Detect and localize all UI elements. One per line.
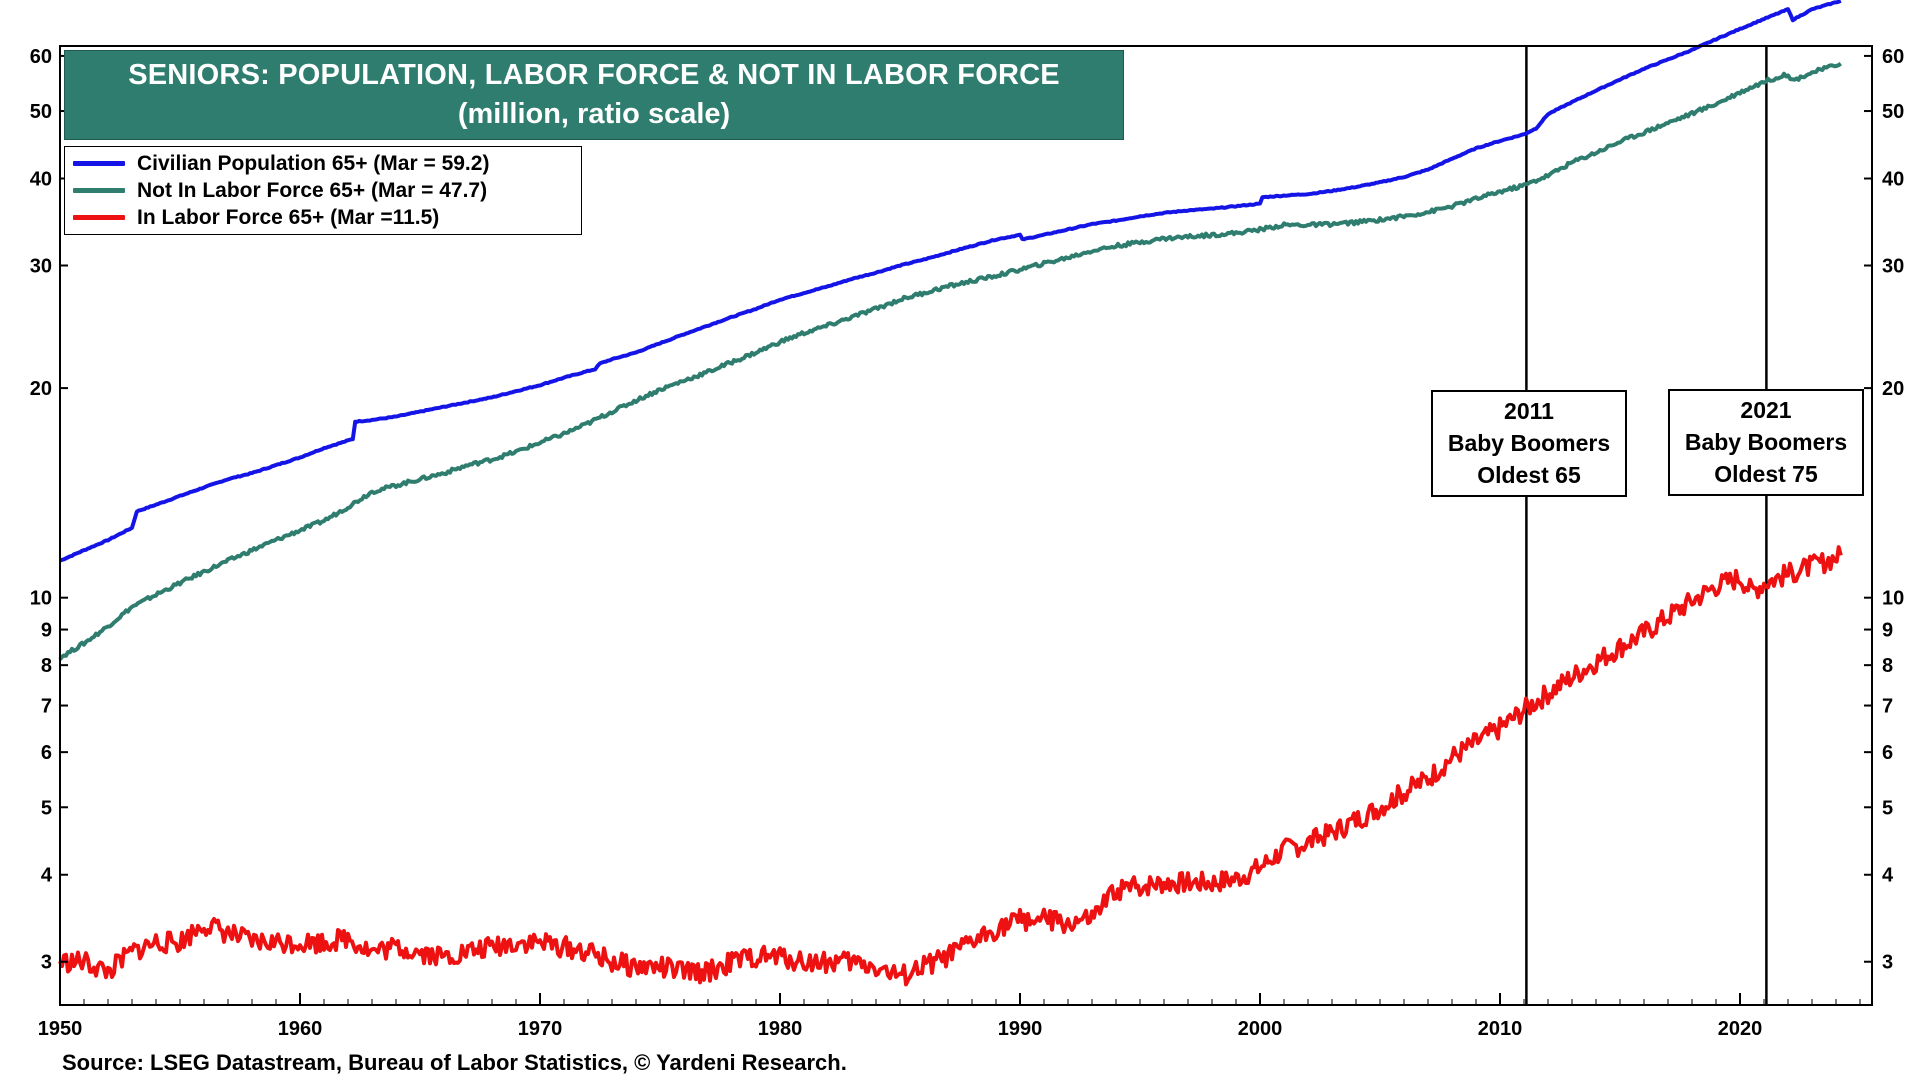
legend-swatch [73,215,125,220]
series-line [59,0,1842,563]
y-tick-label: 40 [1882,169,1904,191]
annotation-text: Oldest 75 [1714,461,1818,487]
y-tick-label: 5 [41,797,52,819]
legend: Civilian Population 65+ (Mar = 59.2) Not… [64,146,582,235]
x-tick-label: 1980 [758,1018,803,1040]
vertical-marker-lines [1525,46,1768,1005]
chart-subtitle: (million, ratio scale) [457,98,731,130]
y-tick-label: 10 [1882,588,1904,610]
y-tick-label: 6 [41,742,52,764]
legend-label: Civilian Population 65+ (Mar = 59.2) [137,151,490,175]
legend-item-in-labor-force: In Labor Force 65+ (Mar =11.5) [73,204,581,231]
legend-swatch [73,188,125,193]
x-tick-label: 1950 [38,1018,83,1040]
y-tick-label: 50 [1882,101,1904,123]
x-tick-label: 2010 [1478,1018,1523,1040]
plot-border [59,45,1873,1006]
source-note: Source: LSEG Datastream, Bureau of Labor… [62,1050,847,1075]
legend-label: Not In Labor Force 65+ (Mar = 47.7) [137,178,488,202]
plot-frame [59,45,1873,1006]
y-tick-label: 9 [1882,620,1893,642]
legend-item-not-in-labor-force: Not In Labor Force 65+ (Mar = 47.7) [73,177,581,204]
y-tick-label: 9 [41,620,52,642]
y-tick-label: 20 [1882,378,1904,400]
x-tick-label: 1990 [998,1018,1043,1040]
y-tick-label: 40 [30,169,52,191]
x-tick-label: 2020 [1718,1018,1763,1040]
annotation-2021: 2021 Baby Boomers Oldest 75 [1668,389,1864,496]
annotation-year: 2021 [1740,397,1792,423]
chart-title: SENIORS: POPULATION, LABOR FORCE & NOT I… [128,59,1060,91]
x-tick-label: 1960 [278,1018,323,1040]
legend-swatch [73,161,125,166]
annotation-text: Baby Boomers [1447,430,1611,456]
y-tick-label: 8 [1882,655,1893,677]
y-tick-label: 4 [41,865,53,887]
annotation-year: 2011 [1504,398,1554,424]
annotation-2011: 2011 Baby Boomers Oldest 65 [1431,390,1627,497]
y-tick-label: 50 [30,101,52,123]
legend-label: In Labor Force 65+ (Mar =11.5) [137,205,440,229]
y-tick-label: 7 [41,696,52,718]
series-line [58,545,1843,987]
y-tick-label: 6 [1882,742,1893,764]
y-tick-label: 3 [41,952,52,974]
y-tick-label: 8 [41,655,52,677]
y-tick-label: 5 [1882,797,1893,819]
x-tick-label: 2000 [1238,1018,1283,1040]
annotation-text: Baby Boomers [1684,429,1848,455]
y-tick-label: 60 [1882,46,1904,68]
x-tick-label: 1970 [518,1018,563,1040]
annotation-text: Oldest 65 [1477,462,1581,488]
y-tick-label: 30 [1882,256,1904,278]
y-tick-label: 4 [1882,865,1894,887]
y-tick-label: 3 [1882,952,1893,974]
chart-title-box: SENIORS: POPULATION, LABOR FORCE & NOT I… [64,50,1124,140]
y-tick-label: 10 [30,588,52,610]
series-lines [58,0,1843,987]
y-tick-label: 7 [1882,696,1893,718]
y-tick-label: 60 [30,46,52,68]
y-tick-label: 20 [30,378,52,400]
legend-item-civilian-population: Civilian Population 65+ (Mar = 59.2) [73,150,581,177]
y-tick-label: 30 [30,256,52,278]
series-line [58,61,1842,661]
